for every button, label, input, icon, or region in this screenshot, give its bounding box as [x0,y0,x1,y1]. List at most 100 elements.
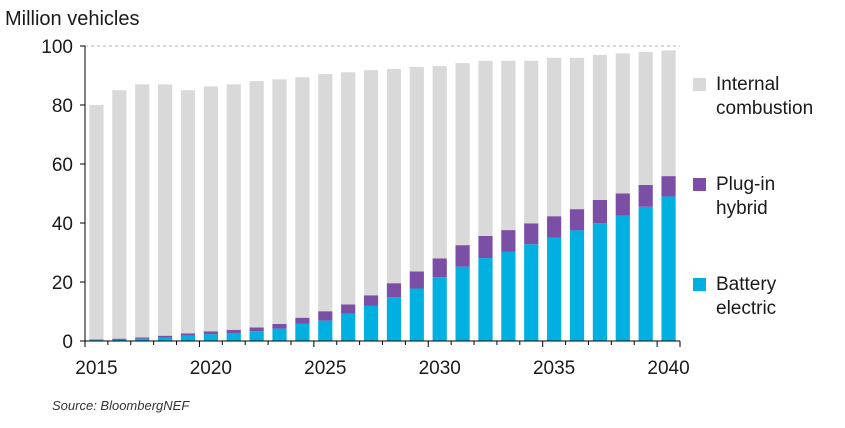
source-note: Source: BloombergNEF [52,398,190,413]
bar-battery-2031 [455,266,470,341]
bar-internal-2022 [249,81,264,328]
y-tick-label: 0 [62,332,73,353]
bar-battery-2038 [615,215,630,342]
y-axis: 0 20 40 60 80 100 [41,37,86,353]
bar-internal-2021 [226,84,241,330]
legend-swatch-internal [693,78,706,91]
y-tick-label: 80 [52,96,73,117]
bar-battery-2026 [341,313,356,341]
bar-internal-2023 [272,79,287,324]
bar-battery-2035 [547,237,562,341]
bar-internal-2028 [386,69,402,284]
x-tick-label-2030: 2030 [419,358,461,379]
bar-battery-2025 [318,320,333,341]
legend-label-battery: Battery electric [716,274,777,319]
bar-plug-in-2028 [386,283,402,298]
bar-internal-2036 [569,57,585,210]
bar-internal-2035 [547,57,562,217]
bar-battery-2023 [272,328,287,341]
legend-label-plug-in: Plug-in hybrid [716,174,775,219]
bar-plug-in-2026 [341,304,356,314]
bar-plug-in-2017 [135,337,150,339]
bar-plug-in-2036 [569,209,585,231]
bar-plug-in-2020 [203,331,218,335]
bar-internal-2025 [318,74,333,312]
bar-internal-2029 [409,66,424,272]
bar-internal-2020 [203,86,218,332]
bar-plug-in-2021 [226,329,241,334]
bar-plug-in-2037 [592,199,607,224]
bar-plug-in-2023 [272,323,287,329]
bar-internal-2018 [158,84,173,336]
bar-plug-in-2033 [501,230,516,252]
bar-battery-2022 [249,331,264,341]
bar-internal-2033 [501,60,516,231]
bar-plug-in-2018 [158,335,173,338]
y-tick-label: 40 [52,214,73,235]
bar-battery-2033 [501,251,516,341]
bar-internal-2015 [89,105,104,340]
bar-plug-in-2031 [455,245,470,267]
bar-battery-2032 [478,258,493,341]
bar-battery-2016 [112,339,127,341]
bar-internal-2037 [592,54,607,200]
bar-internal-2031 [455,63,470,246]
bar-battery-2037 [592,223,607,341]
x-tick-label-2035: 2035 [533,358,575,379]
y-tick-label: 100 [41,37,73,58]
bars-layer [89,50,676,342]
bar-plug-in-2019 [180,333,196,336]
legend-swatch-battery [693,278,706,291]
bar-battery-2034 [524,244,539,341]
bar-plug-in-2034 [524,223,539,245]
bar-internal-2017 [135,84,150,338]
bar-plug-in-2029 [409,271,424,289]
bar-plug-in-2025 [318,311,333,321]
x-tick-label-2040: 2040 [647,358,689,379]
bar-internal-2040 [661,50,676,177]
bar-battery-2036 [569,230,585,342]
bar-internal-2016 [112,90,127,339]
y-unit-label: Million vehicles [5,8,140,30]
y-tick-label: 60 [52,155,73,176]
bar-plug-in-2040 [661,176,676,197]
bar-battery-2021 [226,333,241,341]
bar-plug-in-2027 [363,295,379,306]
bar-internal-2039 [638,51,653,185]
bar-internal-2030 [432,66,447,259]
bar-internal-2032 [478,60,493,236]
bar-internal-2034 [524,60,539,224]
bar-battery-2024 [295,323,310,341]
bar-battery-2040 [661,196,676,341]
bar-plug-in-2038 [615,193,630,216]
bar-plug-in-2016 [112,338,127,340]
legend-label-internal: Internal combustion [716,74,813,119]
bar-battery-2027 [363,305,379,341]
bar-internal-2019 [180,90,196,334]
bar-battery-2017 [135,338,150,341]
bar-plug-in-2030 [432,258,447,278]
bar-internal-2038 [615,53,630,194]
bar-battery-2039 [638,206,653,341]
bar-plug-in-2035 [547,216,562,238]
bar-plug-in-2032 [478,235,493,259]
bar-battery-2018 [158,337,173,341]
x-tick-label-2015: 2015 [75,358,117,379]
bar-battery-2019 [180,335,196,341]
x-axis: 2015 2020 2025 2030 2035 2040 [75,340,690,379]
bar-internal-2026 [341,72,356,305]
x-tick-label-2020: 2020 [190,358,232,379]
y-tick-label: 20 [52,273,73,294]
bar-plug-in-2024 [295,317,310,324]
bar-plug-in-2022 [249,327,264,332]
bar-battery-2030 [432,277,447,341]
legend-swatch-plug-in [693,178,706,191]
bar-internal-2027 [363,70,379,296]
bar-plug-in-2015 [89,339,104,341]
bar-battery-2029 [409,288,424,341]
x-tick-label-2025: 2025 [304,358,346,379]
legend: Internal combustion Plug-in hybrid Battery el… [693,74,813,319]
bar-battery-2028 [386,297,402,341]
bar-internal-2024 [295,77,310,318]
